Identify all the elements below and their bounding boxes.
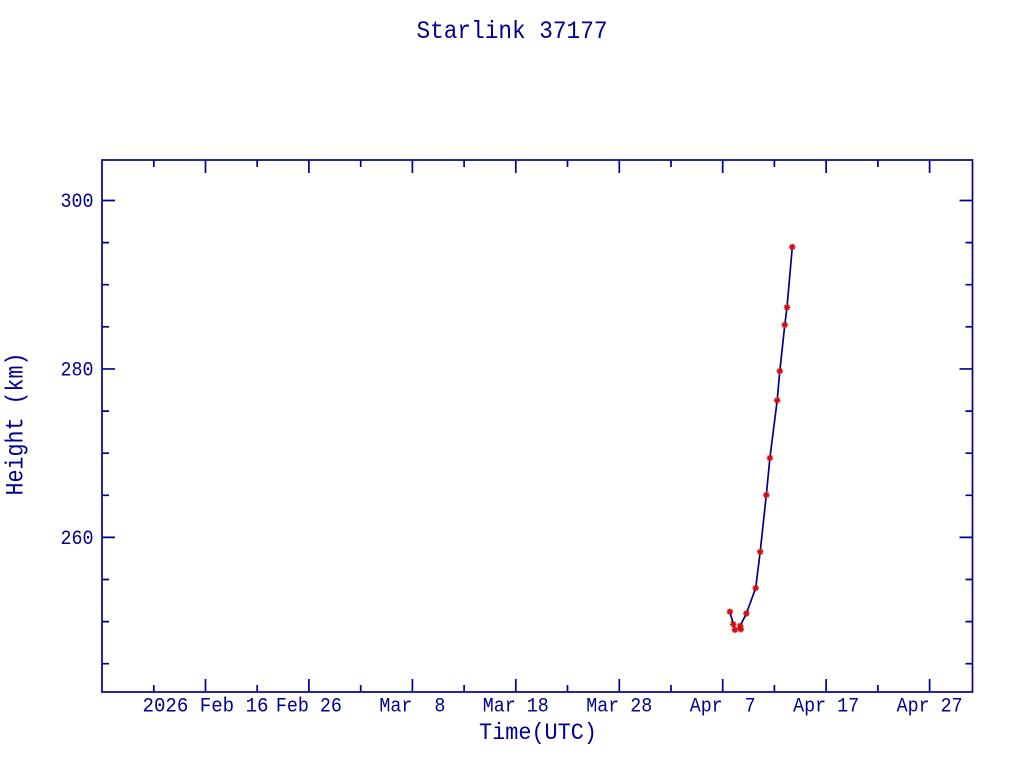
- svg-text:Height (km): Height (km): [1, 353, 30, 496]
- svg-text:Starlink 37177: Starlink 37177: [417, 17, 608, 46]
- svg-text:Apr 27: Apr 27: [897, 696, 963, 719]
- svg-text:Apr 7: Apr 7: [690, 696, 756, 719]
- svg-text:Mar 8: Mar 8: [379, 696, 445, 719]
- svg-text:Apr 17: Apr 17: [793, 696, 859, 719]
- svg-text:Mar 28: Mar 28: [586, 696, 652, 719]
- svg-text:280: 280: [61, 360, 94, 383]
- svg-text:Feb 26: Feb 26: [276, 696, 342, 719]
- svg-text:2026 Feb 16: 2026 Feb 16: [143, 696, 269, 719]
- svg-text:Mar 18: Mar 18: [483, 696, 549, 719]
- svg-text:260: 260: [61, 528, 94, 551]
- svg-text:Time(UTC): Time(UTC): [479, 720, 597, 746]
- svg-text:300: 300: [61, 191, 94, 214]
